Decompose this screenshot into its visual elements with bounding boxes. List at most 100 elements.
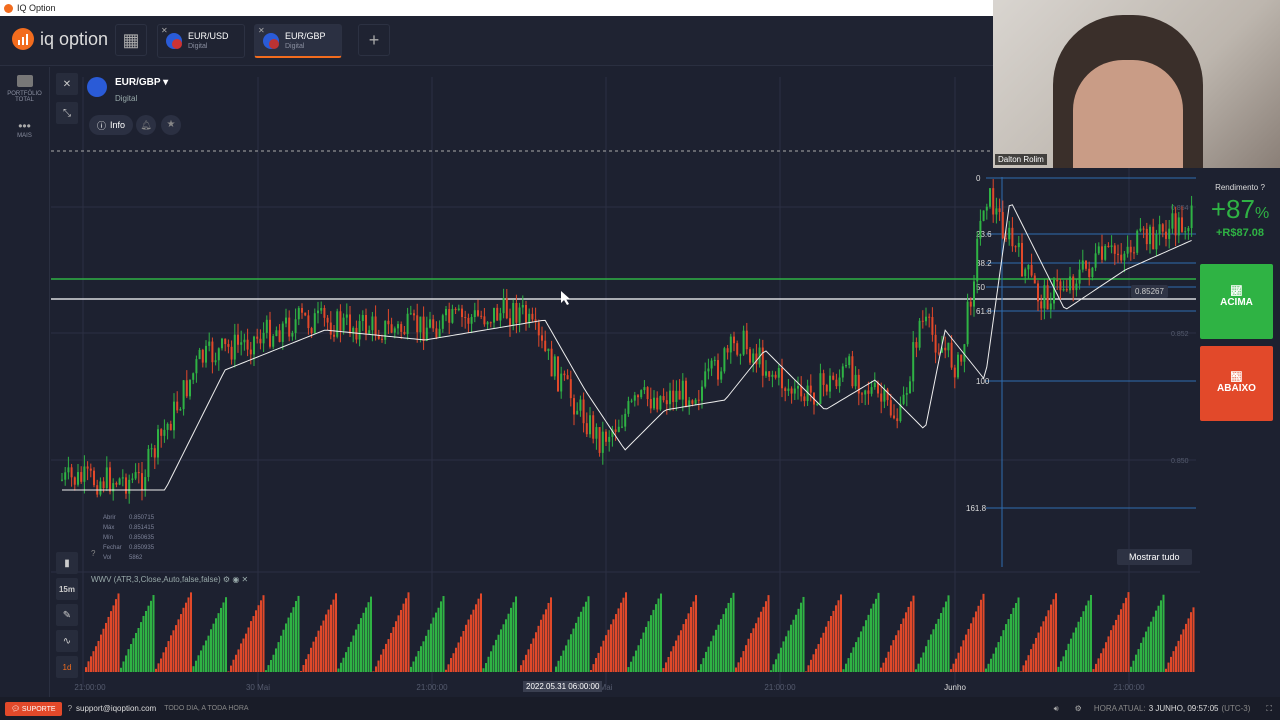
candle	[595, 427, 598, 439]
support-button[interactable]: 💬︎ SUPORTE	[5, 701, 62, 716]
eye-icon[interactable]: ◉	[232, 575, 240, 584]
candle	[816, 403, 819, 405]
price-chart[interactable]: 0.854 0.852 0.850 0 23.6 38.2 50 61.8 100 161.8 21…	[51, 67, 1200, 697]
volume-bar	[312, 641, 315, 672]
candle	[240, 342, 243, 345]
volume-bar	[452, 653, 455, 672]
pencil-icon[interactable]: ✎	[56, 604, 78, 626]
show-all-button[interactable]: Mostrar tudo	[1117, 549, 1192, 565]
volume-bar	[322, 620, 325, 672]
volume-bar	[495, 639, 497, 672]
down-button[interactable]: 📉︎ ABAIXO	[1200, 346, 1273, 421]
volume-bar	[272, 654, 275, 672]
candle	[582, 399, 585, 424]
volume-bar	[485, 663, 487, 672]
candle	[480, 315, 483, 317]
time-tick: Junho	[944, 683, 966, 692]
volume-bar	[205, 640, 207, 672]
volume-bar	[292, 607, 295, 672]
candle	[1171, 213, 1174, 229]
candle	[464, 317, 467, 319]
volume-bar	[522, 660, 525, 672]
volume-bar	[1152, 616, 1155, 672]
time-tick: 21:00:00	[764, 683, 796, 692]
up-button[interactable]: 📈︎ ACIMA	[1200, 264, 1273, 339]
volume-bar	[145, 610, 147, 672]
candle	[153, 448, 156, 458]
candle	[1053, 279, 1055, 304]
candle	[419, 316, 422, 333]
candle	[329, 322, 332, 335]
candle	[931, 317, 934, 335]
candle	[617, 426, 620, 432]
star-icon[interactable]: ★	[161, 115, 181, 135]
candle	[291, 332, 294, 337]
volume-bar	[1142, 637, 1145, 672]
fib-label: 61.8	[976, 307, 992, 316]
time-label: HORA ATUAL:	[1093, 704, 1146, 713]
candle	[1104, 245, 1107, 260]
candle	[310, 328, 313, 334]
indicator-label: WWV (ATR,3,Close,Auto,false,false) ⚙ ◉ ✕	[91, 575, 249, 584]
candle	[918, 320, 921, 348]
volume-bar	[175, 625, 177, 672]
candle	[429, 319, 431, 328]
collapse-icon[interactable]: ⤡	[56, 102, 78, 124]
volume-bar	[710, 641, 712, 672]
logo: iq option	[12, 28, 108, 50]
volume-bar	[827, 621, 830, 672]
volume-bar	[1052, 599, 1055, 672]
volume-bar	[930, 634, 932, 672]
volume-bar	[685, 619, 687, 672]
volume-bar	[250, 621, 252, 672]
timeframe-button[interactable]: 15m	[56, 578, 78, 600]
settings-gear-icon[interactable]: ⚙	[1074, 704, 1082, 713]
candle	[979, 220, 982, 239]
sound-icon[interactable]: 🔊︎	[1053, 703, 1059, 713]
close-tab-icon[interactable]: ✕	[161, 26, 168, 35]
support-email[interactable]: support@iqoption.com	[76, 704, 157, 713]
gear-icon[interactable]: ⚙	[222, 575, 231, 584]
tab-eur-gbp[interactable]: ✕ EUR/GBP Digital	[254, 24, 342, 58]
volume-bar	[817, 644, 820, 672]
volume-bar	[100, 634, 102, 672]
current-time: 3 JUNHO, 09:57:05	[1148, 704, 1219, 713]
asset-selector[interactable]: EUR/GBP ▾	[115, 77, 169, 88]
close-tab-icon[interactable]: ✕	[258, 26, 265, 35]
fullscreen-icon[interactable]: ⛶	[1266, 703, 1272, 713]
chart-canvas[interactable]: 0.854 0.852 0.850 0 23.6 38.2 50 61.8 100 161.8 21…	[51, 67, 1200, 697]
candle	[675, 390, 678, 403]
portfolio-button[interactable]: PORTFÓLIO TOTAL	[0, 67, 49, 103]
volume-bar	[542, 614, 545, 672]
fib-label: 38.2	[976, 259, 992, 268]
bell-icon[interactable]: 🔔︎	[136, 115, 156, 135]
candle	[413, 313, 415, 316]
volume-bar	[545, 609, 547, 672]
grid-layout-button[interactable]: ▦	[115, 24, 147, 56]
volume-bar	[265, 670, 267, 672]
indicators-icon[interactable]: ∿	[56, 630, 78, 652]
close-chart-button[interactable]: ✕	[56, 73, 78, 95]
candle	[800, 385, 803, 397]
candle	[643, 387, 646, 391]
volume-bar	[752, 628, 755, 672]
volume-bar	[1090, 594, 1092, 672]
volume-bar	[355, 629, 357, 672]
info-button[interactable]: ⓘ Info	[89, 115, 134, 135]
volume-bar	[892, 640, 895, 672]
volume-bar	[1080, 616, 1082, 672]
tab-eur-usd[interactable]: ✕ EUR/USD Digital	[157, 24, 245, 58]
volume-bar	[867, 614, 870, 672]
volume-bar	[427, 629, 430, 672]
close-icon[interactable]: ✕	[241, 575, 249, 584]
volume-bar	[762, 606, 765, 672]
candle	[829, 375, 831, 392]
period-button[interactable]: 1d	[56, 656, 78, 678]
eur-gbp-flag-icon	[87, 77, 107, 97]
help-icon[interactable]: ?	[91, 549, 96, 558]
more-button[interactable]: ••• MAIS	[0, 119, 49, 139]
add-tab-button[interactable]: +	[358, 24, 390, 56]
candle	[745, 330, 748, 350]
volume-bar	[555, 666, 557, 672]
chart-type-button[interactable]: ▮	[56, 552, 78, 574]
